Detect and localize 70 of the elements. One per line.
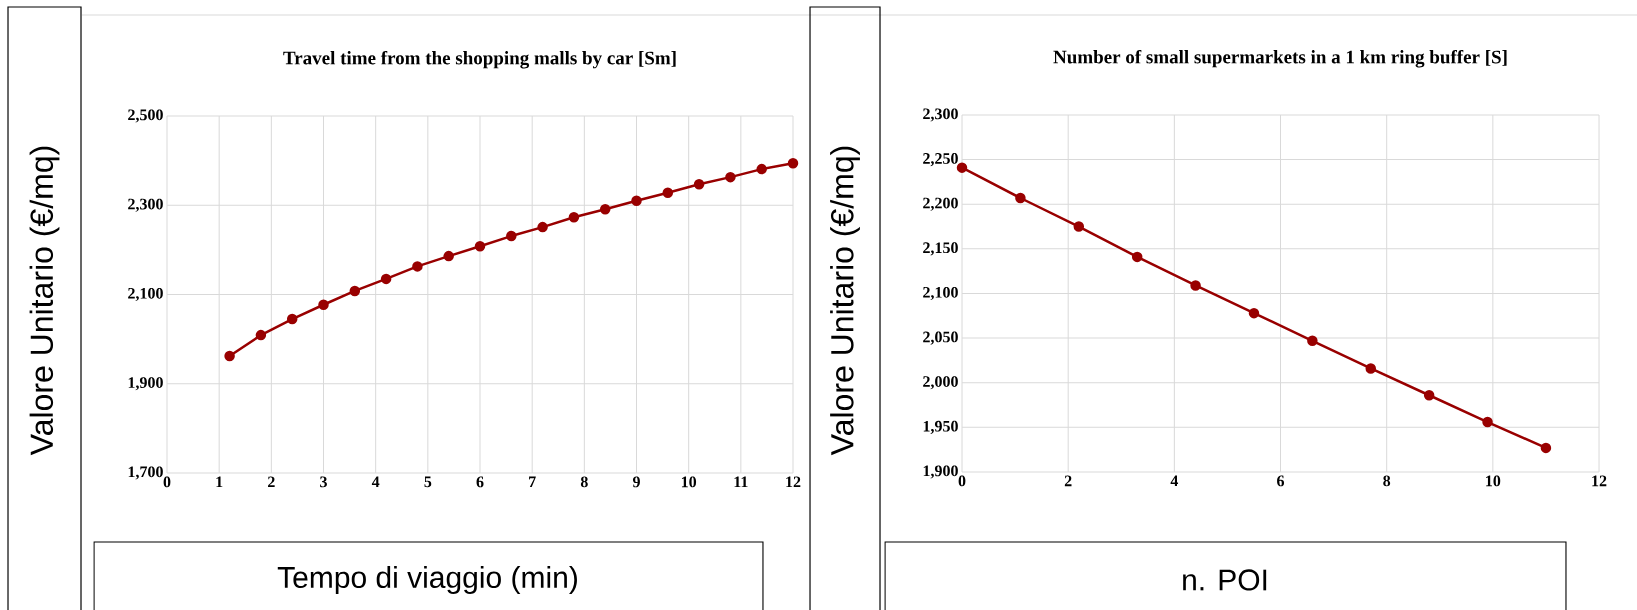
y-tick-label: 1,900	[128, 377, 163, 391]
point	[537, 221, 548, 233]
x-tick-label: 12	[1592, 475, 1607, 487]
y-tick-label: 2,500	[128, 109, 163, 123]
x-tick-label: 3	[320, 476, 327, 488]
chart-title: Number of small supermarkets in a 1 km ring buffer [S]	[1053, 49, 1507, 68]
point	[349, 285, 361, 297]
y-tick-label: 1,900	[923, 465, 958, 479]
x-tick-label: 2	[268, 476, 275, 488]
point	[1482, 416, 1493, 428]
x-tick-label: 10	[1486, 475, 1501, 487]
point	[224, 350, 235, 362]
x-tick-label: 11	[734, 476, 748, 488]
x-tick-label: 2	[1064, 475, 1072, 487]
point	[380, 273, 392, 285]
x-tick-label: 8	[580, 476, 588, 488]
x-tick-label: 5	[424, 476, 432, 488]
x-tick-label: 6	[1277, 475, 1285, 487]
y-tick-label: 2,050	[923, 331, 958, 345]
point	[599, 204, 611, 215]
point	[412, 261, 423, 272]
point	[1190, 280, 1201, 291]
point	[255, 329, 267, 341]
x-tick-label: 0	[163, 476, 171, 488]
point	[1423, 389, 1435, 401]
point	[1073, 221, 1085, 232]
x-tick-label: 10	[681, 476, 697, 488]
x-tick-label: 8	[1383, 475, 1391, 487]
x-tick-label: 4	[1170, 475, 1179, 487]
x-tick-label: 12	[786, 476, 801, 488]
point	[318, 299, 329, 311]
x-tick-label: 0	[958, 475, 966, 487]
point	[1307, 335, 1318, 347]
point	[756, 163, 767, 175]
y-axis-title: Valore Unitario (€/mq)	[830, 146, 860, 456]
y-tick-label: 2,300	[923, 108, 958, 122]
y-tick-label: 1,700	[128, 466, 163, 480]
y-tick-label: 2,100	[128, 287, 163, 302]
point	[568, 212, 580, 223]
y-tick-label: 2,100	[923, 286, 958, 301]
y-tick-label: 2,250	[923, 153, 958, 167]
point	[725, 171, 736, 183]
point	[662, 187, 674, 198]
y-axis-title: Valore Unitario (€/mq)	[29, 146, 60, 456]
point	[286, 313, 298, 325]
y-tick-label: 1,950	[923, 420, 958, 434]
y-tick-label: 2,300	[128, 198, 163, 212]
point	[693, 179, 705, 190]
y-tick-label: 2,150	[923, 242, 958, 256]
point	[443, 250, 454, 262]
x-axis-title: n. POI	[1183, 569, 1267, 591]
point	[474, 241, 486, 252]
point	[787, 158, 799, 169]
point	[1365, 363, 1377, 374]
point	[1015, 192, 1026, 204]
x-tick-label: 7	[529, 476, 536, 488]
x-tick-label: 6	[476, 476, 484, 488]
x-tick-label: 9	[632, 476, 640, 488]
point	[506, 230, 517, 242]
point	[956, 162, 968, 173]
x-tick-label: 1	[216, 476, 223, 488]
y-tick-label: 2,200	[923, 197, 958, 211]
point	[1131, 251, 1143, 263]
x-tick-label: 4	[371, 476, 380, 488]
point	[631, 195, 642, 207]
point	[1248, 307, 1260, 319]
point	[1540, 442, 1552, 454]
chart-title: Travel time from the shopping malls by car [Sm]	[283, 50, 676, 69]
y-tick-label: 2,000	[923, 376, 958, 390]
x-axis-title: Tempo di viaggio (min)	[277, 566, 577, 594]
